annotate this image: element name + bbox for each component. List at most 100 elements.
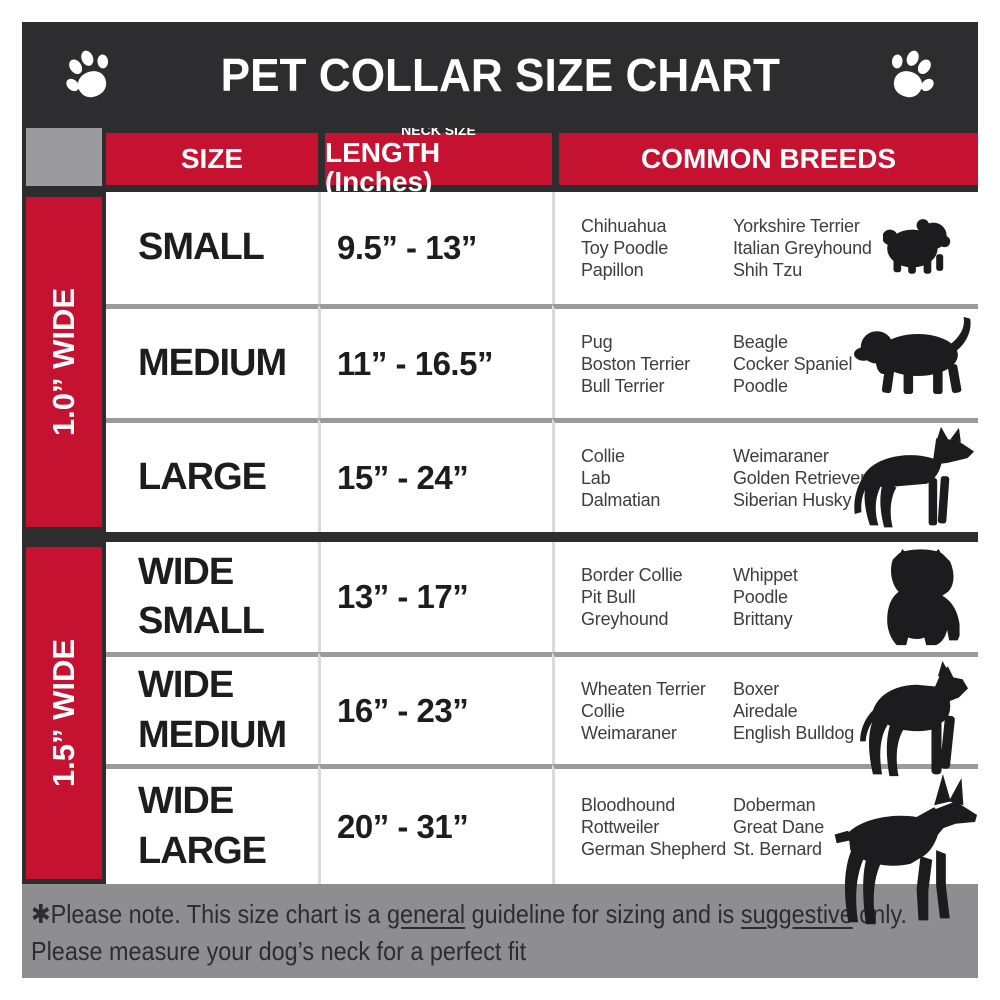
breeds-list: Boxer Airedale English Bulldog bbox=[733, 678, 854, 744]
breeds-list: Chihuahua Toy Poodle Papillon bbox=[581, 215, 668, 281]
breed-name: Golden Retriever bbox=[733, 467, 866, 488]
column-header-neck-size: NECK SIZE LENGTH (Inches) bbox=[318, 122, 552, 196]
breed-name: Doberman bbox=[733, 794, 816, 815]
footer-note-line-1: ✱Please note. This size chart is a gener… bbox=[31, 896, 907, 933]
breed-name: Toy Poodle bbox=[581, 238, 669, 258]
size-label: WIDE MEDIUM bbox=[138, 664, 287, 756]
title-bar: PET COLLAR SIZE CHART bbox=[22, 22, 978, 128]
breeds-list: Bloodhound Rottweiler German Shepherd bbox=[581, 794, 726, 860]
breed-name: Pug bbox=[581, 331, 613, 352]
column-header-label: COMMON BREEDS bbox=[640, 143, 897, 174]
breed-name: Airedale bbox=[733, 700, 798, 721]
width-group-band-1: 1.0” WIDE bbox=[26, 197, 102, 527]
size-label: LARGE bbox=[138, 455, 267, 498]
breeds-list: Border Collie Pit Bull Greyhound bbox=[581, 564, 683, 630]
breeds-list: Beagle Cocker Spaniel Poodle bbox=[733, 331, 852, 397]
breed-name: St. Bernard bbox=[733, 838, 822, 859]
breeds-list: Weimaraner Golden Retriever Siberian Hus… bbox=[733, 445, 866, 511]
table-row-breeds: Chihuahua Toy Poodle Papillon Yorkshire … bbox=[552, 192, 978, 304]
table-row-breeds: Border Collie Pit Bull Greyhound Whippet… bbox=[552, 542, 978, 652]
width-group-band-2: 1.5” WIDE bbox=[26, 547, 102, 879]
table-row-length: 13” - 17” bbox=[318, 542, 552, 652]
breeds-list: Whippet Poodle Brittany bbox=[733, 564, 798, 630]
footer-note-text: ✱Please note. This size chart is a gener… bbox=[22, 884, 907, 970]
breed-name: Bloodhound bbox=[581, 794, 676, 815]
bulldog-dog-icon bbox=[875, 548, 967, 648]
breed-name: Boston Terrier bbox=[581, 353, 690, 374]
length-value: 20” - 31” bbox=[337, 807, 469, 845]
paw-icon bbox=[52, 38, 125, 111]
breed-name: Rottweiler bbox=[581, 816, 660, 837]
breeds-list: Collie Lab Dalmatian bbox=[581, 445, 660, 511]
group-separator bbox=[22, 532, 978, 542]
column-header-size: SIZE bbox=[106, 128, 318, 192]
paw-icon bbox=[876, 38, 949, 111]
breed-name: English Bulldog bbox=[733, 722, 855, 743]
note-text: ✱Please note. This size chart is a bbox=[31, 899, 388, 929]
table-row-size: MEDIUM bbox=[106, 304, 318, 418]
breed-name: Collie bbox=[581, 700, 625, 721]
german-shepherd-dog-icon bbox=[849, 425, 977, 533]
breeds-list: Wheaten Terrier Collie Weimaraner bbox=[581, 678, 706, 744]
table-row-breeds: Wheaten Terrier Collie Weimaraner Boxer … bbox=[552, 652, 978, 777]
length-value: 15” - 24” bbox=[337, 458, 469, 496]
breed-name: Weimaraner bbox=[581, 722, 677, 743]
table-row-length: 11” - 16.5” bbox=[318, 304, 552, 418]
corner-spacer bbox=[26, 128, 102, 186]
table-row-length: 16” - 23” bbox=[318, 652, 552, 764]
table-row-breeds: Pug Boston Terrier Bull Terrier Beagle C… bbox=[552, 304, 978, 418]
breed-name: Italian Greyhound bbox=[733, 238, 872, 258]
footer-note-line-2: Please measure your dog’s neck for a per… bbox=[31, 936, 527, 966]
table-row-size: WIDE SMALL bbox=[106, 542, 318, 652]
breed-name: Wheaten Terrier bbox=[581, 678, 706, 699]
page-title: PET COLLAR SIZE CHART bbox=[220, 49, 780, 101]
breed-name: German Shepherd bbox=[581, 838, 727, 859]
breed-name: Poodle bbox=[733, 375, 788, 396]
column-header-breeds: COMMON BREEDS bbox=[552, 128, 978, 192]
breed-name: Bull Terrier bbox=[581, 375, 665, 396]
size-label: SMALL bbox=[138, 226, 265, 269]
breed-name: Yorkshire Terrier bbox=[733, 216, 860, 236]
table-row-size: WIDE LARGE bbox=[106, 764, 318, 884]
breeds-list: Doberman Great Dane St. Bernard bbox=[733, 794, 824, 860]
breed-name: Great Dane bbox=[733, 816, 825, 837]
breed-name: Chihuahua bbox=[581, 216, 667, 236]
size-label: WIDE LARGE bbox=[138, 780, 267, 872]
beagle-dog-icon bbox=[853, 315, 977, 395]
table-row-length: 9.5” - 13” bbox=[318, 192, 552, 304]
length-value: 11” - 16.5” bbox=[337, 344, 493, 382]
breed-name: Siberian Husky bbox=[733, 489, 852, 510]
breed-name: Greyhound bbox=[581, 609, 669, 629]
shih-tzu-dog-icon bbox=[882, 212, 953, 278]
breed-name: Shih Tzu bbox=[733, 260, 803, 280]
length-value: 16” - 23” bbox=[337, 691, 469, 729]
doberman-dog-icon bbox=[823, 771, 979, 939]
breed-name: Lab bbox=[581, 467, 611, 488]
column-header-label: SIZE bbox=[180, 143, 244, 174]
table-row-size: WIDE MEDIUM bbox=[106, 652, 318, 764]
table-row-length: 15” - 24” bbox=[318, 418, 552, 532]
breed-name: Whippet bbox=[733, 565, 798, 585]
length-value: 9.5” - 13” bbox=[337, 229, 477, 266]
breed-name: Pit Bull bbox=[581, 587, 636, 607]
width-group-label: 1.0” WIDE bbox=[46, 287, 81, 437]
breed-name: Boxer bbox=[733, 678, 780, 699]
width-group-label: 1.5” WIDE bbox=[46, 638, 81, 788]
breed-name: Border Collie bbox=[581, 565, 683, 585]
table-row-size: SMALL bbox=[106, 192, 318, 304]
table-row-size: LARGE bbox=[106, 418, 318, 532]
note-underlined-word: general bbox=[387, 899, 466, 929]
size-chart-table: 1.0” WIDE 1.5” WIDE SIZE NECK SIZE LENGT… bbox=[22, 122, 978, 925]
breed-name: Collie bbox=[581, 445, 625, 466]
table-row-breeds: Bloodhound Rottweiler German Shepherd Do… bbox=[552, 764, 978, 925]
breeds-list: Yorkshire Terrier Italian Greyhound Shih… bbox=[733, 215, 872, 281]
length-value: 13” - 17” bbox=[337, 578, 469, 615]
breed-name: Brittany bbox=[733, 609, 793, 629]
breeds-list: Pug Boston Terrier Bull Terrier bbox=[581, 331, 690, 397]
breed-name: Papillon bbox=[581, 260, 644, 280]
size-label: WIDE SMALL bbox=[138, 550, 265, 642]
table-row-length: 20” - 31” bbox=[318, 764, 552, 884]
breed-name: Dalmatian bbox=[581, 489, 661, 510]
note-underlined-word: suggestive bbox=[740, 899, 853, 929]
